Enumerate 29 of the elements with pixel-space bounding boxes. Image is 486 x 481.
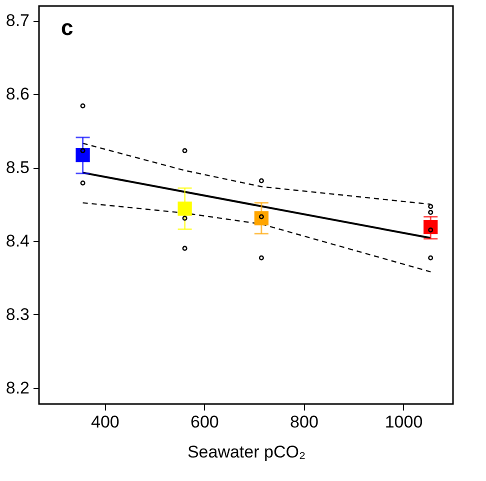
point xyxy=(424,220,438,234)
y-tick-label: 8.3 xyxy=(6,304,30,324)
point xyxy=(80,103,86,108)
y-tick-label: 8.2 xyxy=(6,378,30,398)
x-tick-label: 400 xyxy=(90,412,120,432)
point xyxy=(258,178,264,184)
y-tick-label: 8.4 xyxy=(6,231,30,250)
point xyxy=(254,211,268,226)
point xyxy=(428,210,434,215)
annotation: c xyxy=(61,15,74,40)
x-axis-title: Seawater pCO₂ xyxy=(187,442,306,462)
y-tick-label: 8.7 xyxy=(6,11,30,30)
y-tick-label: 8.6 xyxy=(6,84,30,104)
point xyxy=(182,216,188,221)
x-tick-label: 800 xyxy=(290,412,318,432)
point xyxy=(182,148,188,154)
y-tick-label: 8.5 xyxy=(6,158,30,178)
x-tick-label: 1000 xyxy=(384,412,423,432)
point xyxy=(80,180,86,186)
point xyxy=(428,255,434,260)
point xyxy=(178,202,192,216)
line-series xyxy=(82,142,432,205)
point xyxy=(80,148,86,154)
line-series xyxy=(82,202,432,272)
x-tick-label: 600 xyxy=(190,412,219,432)
point xyxy=(76,148,90,162)
point xyxy=(182,246,188,251)
point xyxy=(258,255,264,260)
point xyxy=(428,204,434,209)
